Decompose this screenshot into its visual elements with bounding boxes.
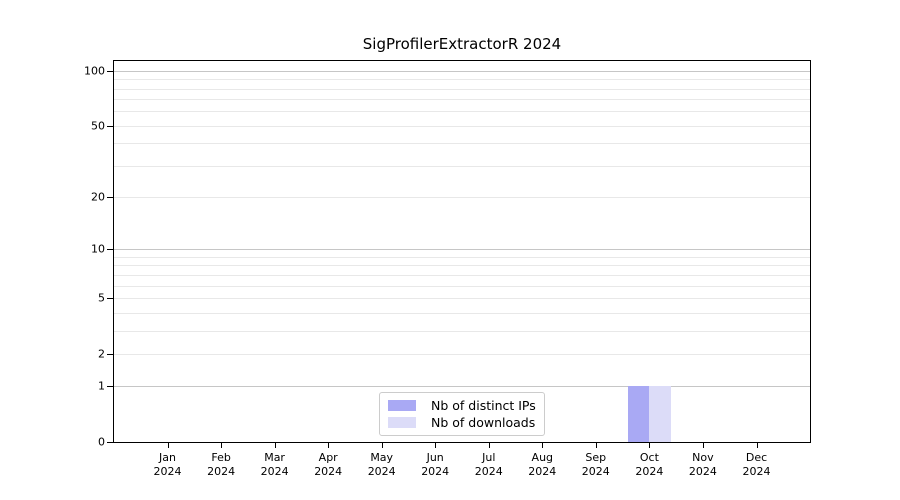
chart-title: SigProfilerExtractorR 2024	[362, 35, 562, 53]
x-tick-sep	[595, 443, 597, 448]
gridline-minor-9	[114, 256, 810, 258]
plot-area	[113, 60, 811, 443]
y-tick-label-1: 1	[98, 379, 105, 393]
x-tick-feb	[221, 443, 223, 448]
x-tick-may	[381, 443, 383, 448]
gridline-minor-90	[114, 79, 810, 81]
x-tick-year: 2024	[153, 465, 182, 478]
x-tick-label-dec: Dec 2024	[743, 451, 771, 479]
x-tick-year: 2024	[260, 465, 289, 478]
x-tick-label-jun: Jun 2024	[421, 451, 449, 479]
y-tick-5	[107, 297, 113, 299]
legend-label-distinct-ips: Nb of distinct IPs	[431, 398, 536, 413]
y-tick-label-50: 50	[91, 119, 105, 133]
x-tick-month: Jul	[482, 451, 496, 464]
y-tick-20	[107, 197, 113, 199]
x-tick-month: May	[370, 451, 394, 464]
legend-swatch-downloads	[388, 417, 416, 428]
x-tick-jul	[488, 443, 490, 448]
legend: Nb of distinct IPs Nb of downloads	[379, 392, 545, 436]
gridline-minor-50	[114, 125, 810, 127]
x-tick-month: Mar	[264, 451, 285, 464]
x-tick-year: 2024	[474, 465, 503, 478]
y-tick-1	[107, 386, 113, 388]
x-tick-year: 2024	[314, 465, 343, 478]
x-tick-month: Sep	[585, 451, 607, 464]
y-tick-label-2: 2	[98, 347, 105, 361]
x-tick-year: 2024	[528, 465, 557, 478]
x-tick-label-sep: Sep 2024	[582, 451, 610, 479]
y-tick-label-0: 0	[98, 435, 105, 449]
gridline-minor-7	[114, 274, 810, 276]
x-tick-year: 2024	[688, 465, 717, 478]
y-tick-label-10: 10	[91, 242, 105, 256]
y-tick-50	[107, 125, 113, 127]
x-tick-year: 2024	[207, 465, 236, 478]
x-tick-oct	[649, 443, 651, 448]
x-tick-year: 2024	[742, 465, 771, 478]
x-tick-month: Jun	[426, 451, 444, 464]
bar-nb-of-distinct-ips-oct	[628, 386, 650, 442]
y-tick-2	[107, 353, 113, 355]
x-tick-month: Oct	[639, 451, 659, 464]
x-tick-dec	[756, 443, 758, 448]
legend-item-distinct-ips: Nb of distinct IPs	[388, 397, 536, 414]
legend-swatch-distinct-ips	[388, 400, 416, 411]
x-tick-label-nov: Nov 2024	[689, 451, 717, 479]
bar-nb-of-downloads-oct	[649, 386, 671, 442]
x-tick-year: 2024	[635, 465, 664, 478]
x-tick-month: Apr	[318, 451, 338, 464]
x-tick-jun	[435, 443, 437, 448]
x-tick-month: Dec	[745, 451, 768, 464]
y-tick-label-100: 100	[84, 64, 105, 78]
x-tick-month: Jan	[159, 451, 176, 464]
x-tick-label-oct: Oct 2024	[635, 451, 663, 479]
x-tick-label-jan: Jan 2024	[154, 451, 182, 479]
y-tick-0	[107, 442, 113, 443]
x-tick-label-jul: Jul 2024	[475, 451, 503, 479]
x-tick-mar	[274, 443, 276, 448]
y-tick-label-5: 5	[98, 291, 105, 305]
y-tick-10	[107, 249, 113, 251]
x-tick-year: 2024	[367, 465, 396, 478]
y-tick-label-20: 20	[91, 190, 105, 204]
gridline-major-10	[114, 249, 810, 251]
x-tick-month: Nov	[692, 451, 714, 464]
x-tick-aug	[542, 443, 544, 448]
x-tick-label-mar: Mar 2024	[261, 451, 289, 479]
x-tick-jan	[167, 443, 169, 448]
x-tick-month: Aug	[531, 451, 554, 464]
gridline-minor-6	[114, 285, 810, 287]
gridline-major-100	[114, 70, 810, 72]
gridline-minor-2	[114, 353, 810, 355]
gridline-minor-40	[114, 143, 810, 145]
gridline-minor-70	[114, 99, 810, 101]
x-tick-apr	[328, 443, 330, 448]
x-tick-label-apr: Apr 2024	[314, 451, 342, 479]
x-tick-label-aug: Aug 2024	[528, 451, 556, 479]
x-tick-label-may: May 2024	[368, 451, 396, 479]
gridline-minor-60	[114, 111, 810, 113]
gridline-minor-8	[114, 265, 810, 267]
x-tick-nov	[702, 443, 704, 448]
legend-item-downloads: Nb of downloads	[388, 414, 536, 431]
gridline-major-1	[114, 386, 810, 388]
gridline-minor-3	[114, 330, 810, 332]
x-tick-label-feb: Feb 2024	[207, 451, 235, 479]
x-tick-year: 2024	[581, 465, 610, 478]
y-tick-100	[107, 70, 113, 72]
legend-label-downloads: Nb of downloads	[431, 415, 536, 430]
x-tick-month: Feb	[211, 451, 231, 464]
gridline-minor-5	[114, 297, 810, 299]
gridline-minor-4	[114, 312, 810, 314]
x-tick-year: 2024	[421, 465, 450, 478]
gridline-minor-80	[114, 88, 810, 90]
gridline-minor-20	[114, 197, 810, 199]
gridline-minor-30	[114, 165, 810, 167]
